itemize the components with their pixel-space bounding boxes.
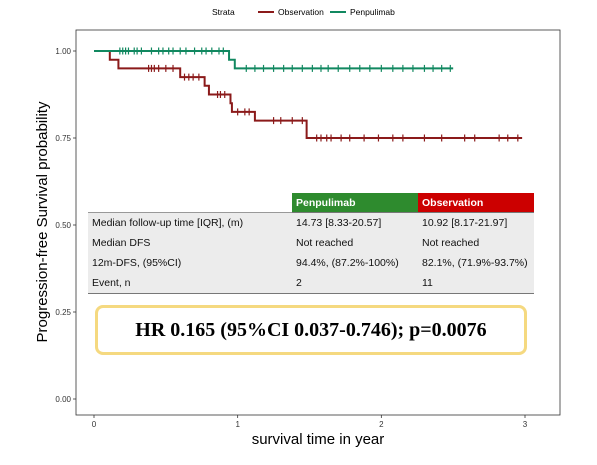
table-cell: 2 xyxy=(292,273,418,294)
table-cell: Median follow-up time [IQR], (m) xyxy=(88,212,292,233)
x-tick-label: 2 xyxy=(379,420,384,429)
x-tick-label: 0 xyxy=(92,420,97,429)
series-observation xyxy=(94,50,523,142)
legend-label-penpulimab: Penpulimab xyxy=(350,7,395,17)
table-cell: 12m-DFS, (95%CI) xyxy=(88,253,292,273)
hazard-ratio-text: HR 0.165 (95%CI 0.037-0.746); p=0.0076 xyxy=(135,318,487,341)
table-cell: 94.4%, (87.2%-100%) xyxy=(292,253,418,273)
summary-table: Penpulimab Observation Median follow-up … xyxy=(88,193,534,294)
y-tick-label: 0.25 xyxy=(55,308,71,317)
table-cell: 11 xyxy=(418,273,534,294)
legend-label-observation: Observation xyxy=(278,7,324,17)
table-header-observation: Observation xyxy=(418,193,534,213)
table-cell: 82.1%, (71.9%-93.7%) xyxy=(418,253,534,273)
y-tick-label: 0.50 xyxy=(55,221,71,230)
y-tick-label: 0.75 xyxy=(55,134,71,143)
y-axis-title: Progression-free Survival probability xyxy=(34,101,51,342)
x-axis-title: survival time in year xyxy=(252,431,385,448)
table-header-blank xyxy=(88,193,292,213)
survival-curves xyxy=(94,47,523,142)
table-row: Event, n 2 11 xyxy=(88,273,534,294)
y-tick-label: 1.00 xyxy=(55,47,71,56)
table-row: 12m-DFS, (95%CI) 94.4%, (87.2%-100%) 82.… xyxy=(88,253,534,273)
table-row: Median follow-up time [IQR], (m) 14.73 [… xyxy=(88,212,534,233)
y-tick-label: 0.00 xyxy=(55,395,71,404)
series-penpulimab xyxy=(94,47,454,72)
x-tick-label: 3 xyxy=(523,420,528,429)
legend: Strata Observation Penpulimab xyxy=(212,7,395,17)
km-line-observation xyxy=(94,50,523,139)
x-tick-label: 1 xyxy=(235,420,240,429)
table-header-row: Penpulimab Observation xyxy=(88,193,534,213)
table-row: Median DFS Not reached Not reached xyxy=(88,233,534,253)
table-cell: Not reached xyxy=(418,233,534,253)
legend-title: Strata xyxy=(212,7,235,17)
axis-ticks: 0 1 2 3 0.00 0.25 0.50 0.75 1.00 xyxy=(55,47,527,429)
hazard-ratio-box: HR 0.165 (95%CI 0.037-0.746); p=0.0076 xyxy=(95,305,527,355)
table-cell: Not reached xyxy=(292,233,418,253)
table-cell: 14.73 [8.33-20.57] xyxy=(292,212,418,233)
table-cell: 10.92 [8.17-21.97] xyxy=(418,212,534,233)
table-header-penpulimab: Penpulimab xyxy=(292,193,418,213)
table-cell: Event, n xyxy=(88,273,292,294)
table-cell: Median DFS xyxy=(88,233,292,253)
